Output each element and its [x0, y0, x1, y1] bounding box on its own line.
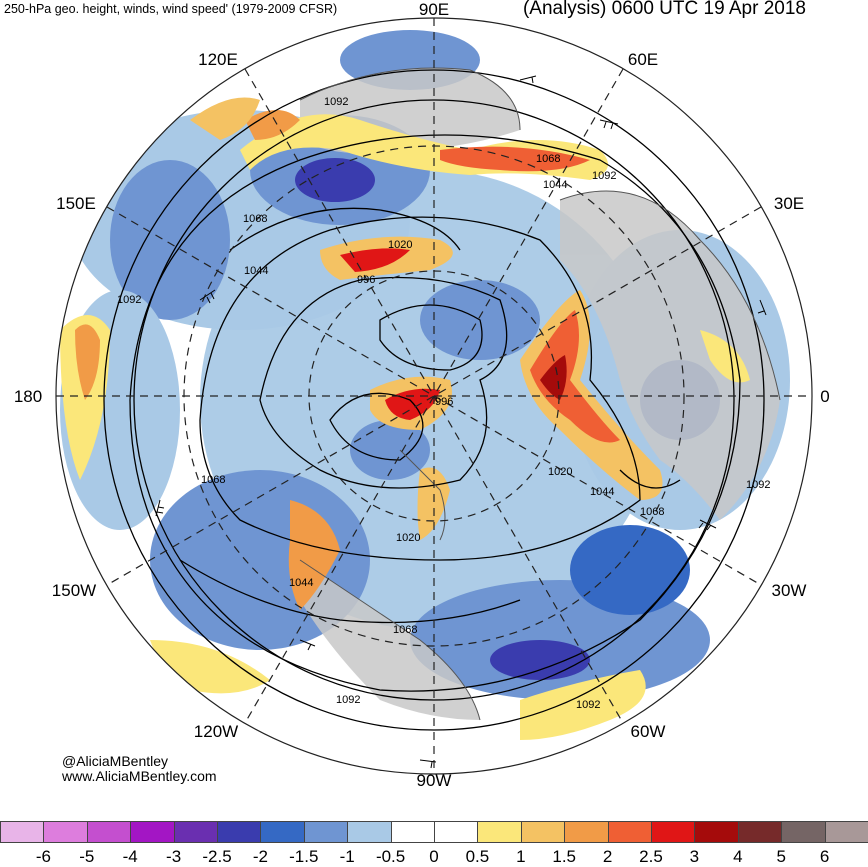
map-subtitle: 250-hPa geo. height, winds, wind speed' …	[4, 2, 338, 16]
colorbar-swatch	[434, 821, 479, 843]
credit-handle: @AliciaMBentley	[62, 753, 169, 769]
colorbar-swatch	[217, 821, 262, 843]
colorbar-tick-label: 4	[733, 847, 743, 866]
contour-label: 1020	[396, 532, 420, 544]
colorbar-swatch	[390, 821, 435, 843]
colorbar-swatch	[347, 821, 392, 843]
colorbar-swatch	[43, 821, 88, 843]
label-150e: 150E	[56, 194, 96, 213]
contour-label: 1068	[243, 213, 267, 225]
contour-label: 1020	[388, 239, 412, 251]
colorbar-swatch	[564, 821, 609, 843]
label-180: 180	[13, 387, 43, 406]
colorbar-swatch	[130, 821, 175, 843]
contour-label: 1068	[393, 624, 417, 636]
colorbar-swatch	[0, 821, 45, 843]
colorbar-swatch	[86, 821, 132, 843]
colorbar-tick-label: -6	[35, 847, 51, 866]
map-disk	[56, 18, 812, 774]
colorbar-swatch	[260, 821, 305, 843]
contour-label: 1044	[543, 179, 567, 191]
colorbar-swatch	[477, 821, 522, 843]
label-90e: 90E	[418, 0, 450, 19]
colorbar-tick-label: -1	[339, 847, 355, 866]
colorbar-tick-label: -1.5	[289, 847, 319, 866]
contour-label: 1092	[117, 294, 141, 306]
colorbar	[0, 821, 868, 845]
colorbar-tick-label: -0.5	[375, 847, 406, 866]
contour-label: 1092	[336, 694, 360, 706]
contour-label: 1044	[590, 486, 614, 498]
label-60w: 60W	[630, 722, 666, 741]
colorbar-swatch	[303, 821, 349, 843]
colorbar-swatch	[607, 821, 652, 843]
label-30e: 30E	[773, 194, 805, 213]
contour-label: 1068	[640, 506, 664, 518]
map-title: (Analysis) 0600 UTC 19 Apr 2018	[522, 0, 806, 19]
contour-label: 1068	[536, 153, 560, 165]
colorbar-tick-label: 3	[689, 847, 700, 866]
label-60e: 60E	[627, 50, 659, 69]
colorbar-swatch	[651, 821, 696, 843]
contour-label: 1020	[548, 466, 572, 478]
colorbar-tick-label: 5	[776, 847, 786, 866]
label-120w: 120W	[193, 722, 239, 741]
contour-label: 996	[435, 396, 453, 408]
colorbar-tick-label: -2	[252, 847, 268, 866]
colorbar-tick-label: 0	[429, 847, 439, 866]
colorbar-tick-label: 1.5	[552, 847, 577, 866]
coastlines	[299, 67, 781, 721]
contour-label: 1068	[201, 474, 225, 486]
colorbar-tick-label: -2.5	[202, 847, 232, 866]
contour-label-group: 1092 1068 1044 1092 1068 1020 996 1044 1…	[117, 96, 770, 711]
colorbar-tick-label: 2.5	[639, 847, 663, 866]
contour-label: 1092	[746, 479, 770, 491]
label-0: 0	[820, 387, 830, 406]
label-120e: 120E	[198, 50, 238, 69]
label-90w: 90W	[416, 771, 452, 790]
positive-anomaly-shading	[60, 97, 750, 740]
contour-label: 996	[357, 274, 375, 286]
colorbar-swatch	[520, 821, 566, 843]
colorbar-swatch	[694, 821, 739, 843]
colorbar-tick-label: -4	[122, 847, 138, 866]
graticule	[55, 17, 813, 775]
colorbar-tick-label: 6	[819, 847, 830, 866]
contour-label: 1044	[244, 265, 268, 277]
height-contours	[103, 69, 765, 731]
colorbar-tick-label: -5	[79, 847, 95, 866]
wind-barbs	[155, 75, 767, 769]
colorbar-tick-label: 0.5	[465, 847, 490, 866]
contour-label: 1092	[592, 170, 616, 182]
colorbar-swatch	[737, 821, 783, 843]
label-150w: 150W	[51, 581, 97, 600]
credit-url: www.AliciaMBentley.com	[62, 768, 217, 784]
contour-label: 1092	[324, 96, 348, 108]
colorbar-tick-label: 2	[602, 847, 613, 866]
polar-map: 1092 1068 1044 1092 1068 1020 996 1044 1…	[55, 17, 813, 775]
label-30w: 30W	[771, 581, 807, 600]
contour-label: 1044	[289, 577, 313, 589]
colorbar-swatch	[824, 821, 868, 843]
colorbar-tick-label: 1	[516, 847, 526, 866]
colorbar-tick-label: -3	[166, 847, 182, 866]
colorbar-swatch	[173, 821, 218, 843]
contour-label: 1092	[576, 699, 600, 711]
colorbar-swatch	[781, 821, 826, 843]
